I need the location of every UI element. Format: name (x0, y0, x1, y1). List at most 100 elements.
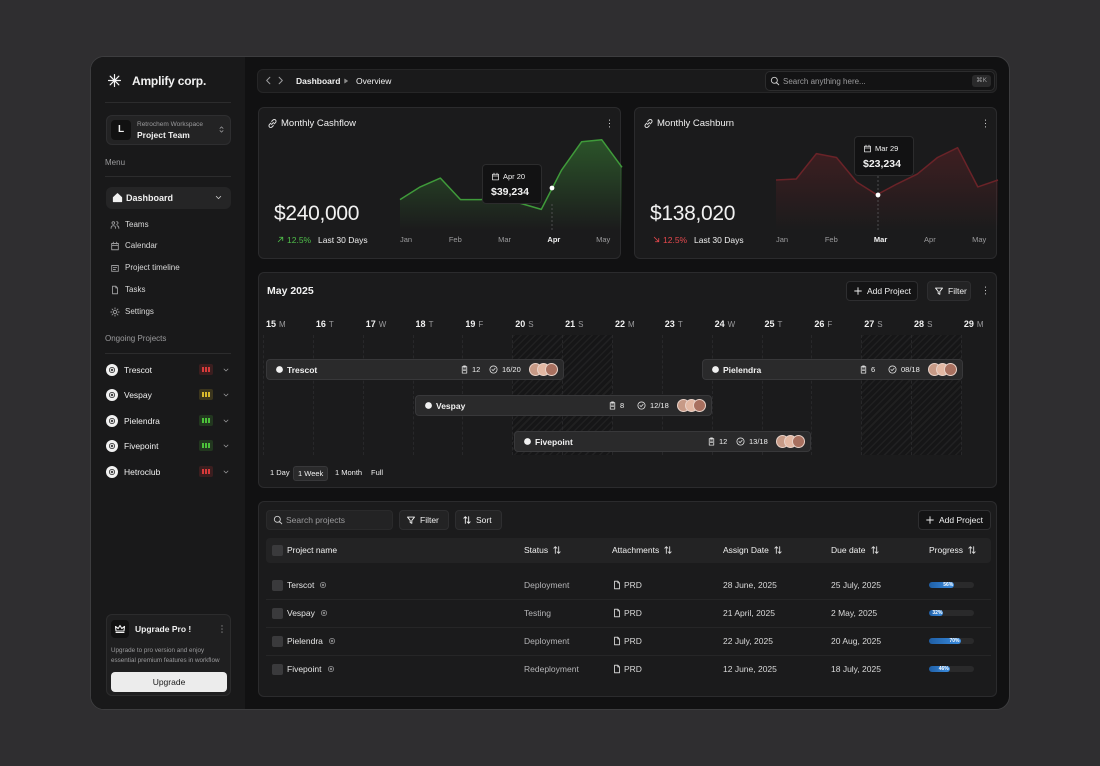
project-bar[interactable]: Vespay 8 12/18 (415, 395, 712, 416)
chevron-icon-shape (223, 470, 229, 474)
calendar-icon-shape (864, 144, 871, 153)
filter-button[interactable]: Filter (399, 510, 449, 530)
status: Deployment (524, 580, 570, 590)
column-header[interactable]: Attachments (612, 545, 660, 555)
filter-button[interactable]: Filter (927, 281, 971, 301)
breadcrumb-separator-shape (344, 78, 349, 84)
project-glyph (109, 468, 115, 476)
project-glyph-shape (109, 442, 115, 450)
row-divider (266, 599, 991, 600)
day-column (711, 335, 762, 455)
hover-dot (549, 185, 555, 191)
nav-item-active[interactable]: Dashboard (106, 187, 231, 209)
project-name[interactable]: Trescot (124, 365, 153, 375)
project-name: Fivepoint (287, 664, 322, 674)
project-name: Pielendra (287, 636, 323, 646)
file-icon-shape (614, 580, 620, 590)
breadcrumb-item[interactable]: Dashboard (296, 76, 341, 86)
project-bar[interactable]: Trescot 12 16/20 (266, 359, 564, 380)
project-name: Vespay (287, 608, 315, 618)
more-icon[interactable] (980, 118, 991, 129)
workspace-switcher[interactable]: L Retrochem Workspace Project Team (106, 115, 231, 145)
progress-label: 46% (938, 666, 949, 672)
nav-label[interactable]: Calendar (125, 241, 158, 250)
project-glyph (320, 581, 326, 589)
tasks-count: 12 (719, 437, 728, 446)
progress-label: 56% (943, 582, 954, 588)
nav-label[interactable]: Teams (125, 220, 149, 229)
project-glyph (109, 442, 115, 450)
nav-label[interactable]: Tasks (125, 285, 146, 294)
link-icon-shape (268, 119, 277, 128)
brand-name: Amplify corp. (132, 74, 207, 88)
month-label: Feb (824, 235, 838, 244)
column-header[interactable]: Progress (929, 545, 964, 555)
status-bar (208, 418, 210, 423)
chevron-icon (223, 393, 229, 397)
day-number: 19 (465, 319, 476, 329)
project-glyph-shape (425, 402, 432, 409)
tasks-count: 8 (620, 401, 625, 410)
checkbox[interactable] (272, 664, 283, 675)
sort-icon (968, 546, 976, 554)
day-column (960, 335, 1009, 455)
search-input[interactable]: Search projects (266, 510, 393, 530)
view-toggle-active[interactable]: 1 Week (293, 466, 329, 481)
file-icon (614, 664, 620, 674)
day-weekday: T (428, 320, 434, 329)
assign-date: 21 April, 2025 (723, 608, 775, 618)
column-header[interactable]: Project name (287, 545, 338, 555)
day-number: 28 (914, 319, 925, 329)
project-icon (106, 440, 118, 452)
sort-icon-shape (968, 546, 976, 554)
projects-table-card: Search projects Filter Sort Add Project Proj… (258, 501, 997, 697)
project-name[interactable]: Vespay (124, 390, 152, 400)
chevron-icon (223, 470, 229, 474)
status: Redeployment (524, 664, 579, 674)
add-project-button-label: Add Project (939, 515, 983, 525)
period-label: Last 30 Days (694, 235, 744, 245)
tooltip-value: $39,234 (491, 186, 529, 198)
view-toggle[interactable]: Full (371, 468, 384, 477)
nav-label[interactable]: Settings (125, 307, 154, 316)
column-header[interactable]: Status (524, 545, 549, 555)
project-bar[interactable]: Fivepoint 12 13/18 (514, 431, 811, 452)
more-icon[interactable] (604, 118, 615, 129)
project-name: Fivepoint (535, 437, 573, 447)
attachment: PRD (624, 580, 642, 590)
timeline-title: May 2025 (267, 285, 314, 297)
change-value: 12.5% (663, 235, 688, 245)
view-toggle[interactable]: 1 Day (270, 468, 290, 477)
sort-button[interactable]: Sort (455, 510, 502, 530)
project-glyph (712, 366, 719, 373)
day-number: 15 (266, 319, 277, 329)
project-name[interactable]: Hetroclub (124, 467, 161, 477)
column-header[interactable]: Assign Date (723, 545, 769, 555)
view-toggle[interactable]: 1 Month (335, 468, 363, 477)
checkbox[interactable] (272, 545, 283, 556)
chevron-icon-shape (223, 419, 229, 423)
checkbox[interactable] (272, 636, 283, 647)
column-header[interactable]: Due date (831, 545, 866, 555)
status-bar (205, 443, 207, 448)
tooltip-date: Mar 29 (875, 144, 899, 153)
add-project-button[interactable]: Add Project (918, 510, 991, 530)
checkbox[interactable] (272, 580, 283, 591)
day-weekday: T (677, 320, 683, 329)
project-icon (106, 364, 118, 376)
project-bar[interactable]: Pielendra 6 08/18 (702, 359, 963, 380)
assign-date: 28 June, 2025 (723, 580, 777, 590)
project-name[interactable]: Fivepoint (124, 441, 159, 451)
project-name[interactable]: Pielendra (124, 416, 160, 426)
search-box[interactable]: Search anything here... ⌘K (765, 71, 995, 91)
upgrade-button[interactable]: Upgrade (111, 672, 227, 692)
progress-count: 08/18 (901, 365, 920, 374)
add-project-button[interactable]: Add Project (846, 281, 918, 301)
search-icon-shape (273, 515, 283, 525)
due-date: 18 July, 2025 (831, 664, 881, 674)
nav-label[interactable]: Project timeline (125, 263, 180, 272)
checkbox[interactable] (272, 608, 283, 619)
day-weekday: T (328, 320, 334, 329)
brand-logo (107, 73, 122, 88)
